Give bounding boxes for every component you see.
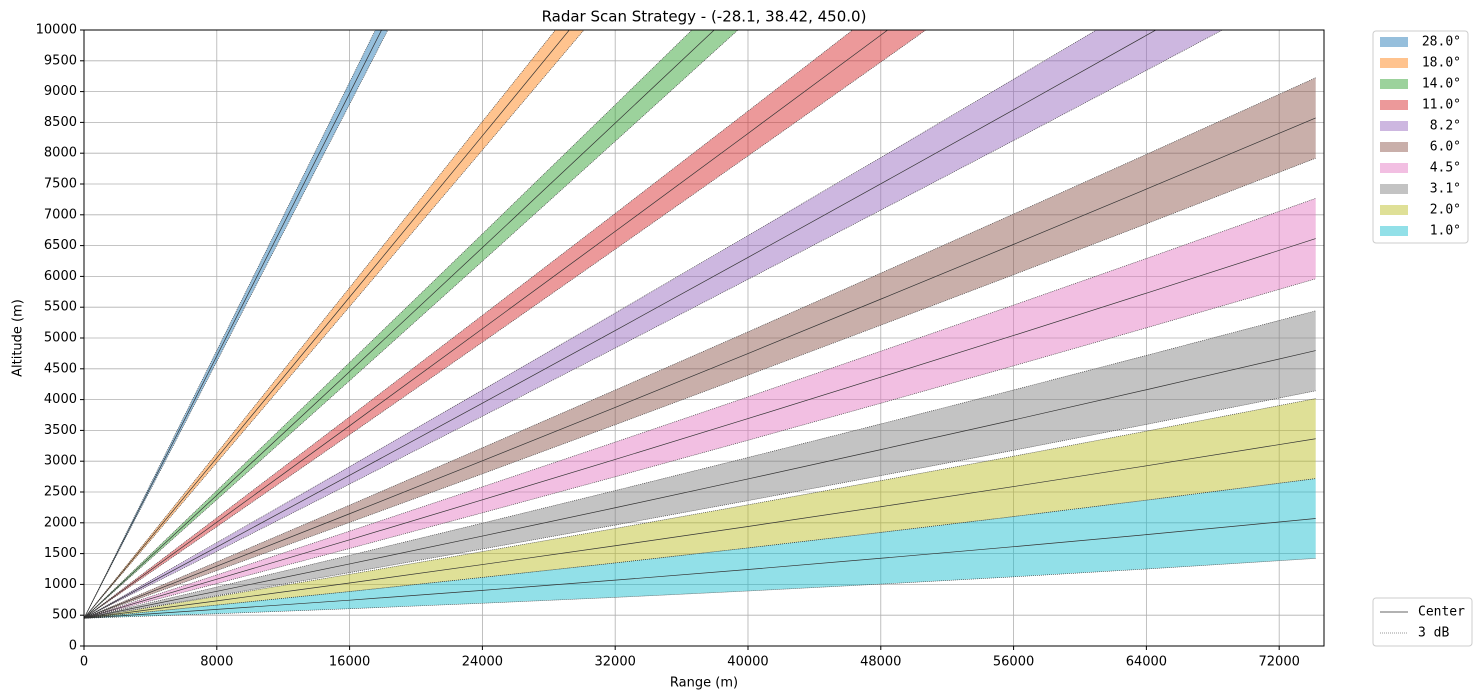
- beam-3db-lower: [84, 30, 1223, 619]
- legend-label: 11.0°: [1422, 98, 1461, 113]
- beam-3db-upper: [84, 30, 556, 619]
- beam-center: [84, 438, 1316, 619]
- x-tick-label: 16000: [329, 655, 370, 670]
- beam-3db-lower: [84, 30, 927, 619]
- beam-3db-lower: [84, 558, 1316, 619]
- legend-swatch: [1380, 205, 1408, 215]
- y-tick-label: 5000: [44, 331, 77, 346]
- beam-3db-lower: [84, 30, 739, 619]
- x-tick-label: 56000: [993, 655, 1034, 670]
- x-tick-label: 0: [80, 655, 88, 670]
- axes: 0 500 1000 1500 2000 2500 3000 3500 4000 4500 5000…: [36, 23, 1300, 670]
- y-tick-label: 2500: [44, 485, 77, 500]
- y-tick-label: 6500: [44, 238, 77, 253]
- legend-swatch: [1380, 79, 1408, 89]
- beam-center: [84, 30, 1157, 619]
- legend-label: 2.0°: [1430, 203, 1461, 218]
- beam-area: [84, 398, 1316, 619]
- chart-title: Radar Scan Strategy - (-28.1, 38.42, 450…: [542, 8, 867, 26]
- y-tick-label: 0: [69, 639, 77, 654]
- legend-swatch: [1380, 163, 1408, 173]
- legend-box: [1372, 30, 1469, 244]
- beam-center: [84, 30, 570, 619]
- plot-area: [84, 30, 1316, 619]
- legend-label: 14.0°: [1422, 77, 1461, 92]
- beam-area: [84, 30, 1223, 619]
- beam-3db-lower: [84, 157, 1316, 619]
- legend-label: 4.5°: [1430, 161, 1461, 176]
- beam-3db-upper: [84, 77, 1316, 619]
- x-axis-label: Range (m): [670, 676, 738, 691]
- y-tick-label: 3500: [44, 423, 77, 438]
- y-tick-label: 3000: [44, 454, 77, 469]
- beam-center: [84, 30, 715, 619]
- y-tick-label: 500: [52, 608, 77, 623]
- beam-center: [84, 238, 1316, 619]
- legend-swatch: [1380, 121, 1408, 131]
- beam-center: [84, 30, 889, 619]
- beam-3db-upper: [84, 30, 854, 619]
- x-tick-label: 40000: [727, 655, 768, 670]
- y-tick-label: 6000: [44, 269, 77, 284]
- y-axis-label: Altitude (m): [11, 299, 26, 377]
- y-tick-label: 4000: [44, 392, 77, 407]
- y-tick-label: 8500: [44, 115, 77, 130]
- beam-center: [84, 350, 1316, 619]
- legend-swatch: [1380, 58, 1408, 68]
- x-tick-label: 48000: [860, 655, 901, 670]
- y-tick-label: 10000: [36, 23, 77, 38]
- x-tick-label: 8000: [200, 655, 233, 670]
- beam-area: [84, 30, 926, 619]
- legend-swatch: [1380, 100, 1408, 110]
- beam-3db-lower: [84, 30, 389, 619]
- legend-label: 18.0°: [1422, 56, 1461, 71]
- y-tick-label: 1000: [44, 577, 77, 592]
- beam-3db-upper: [84, 398, 1316, 619]
- legend-label: 1.0°: [1430, 224, 1461, 239]
- y-tick-label: 5500: [44, 300, 77, 315]
- y-tick-label: 1500: [44, 546, 77, 561]
- legend-label: 3.1°: [1430, 182, 1461, 197]
- legend-label: 3 dB: [1418, 626, 1449, 641]
- line-legend-box: [1372, 597, 1473, 647]
- x-tick-label: 64000: [1126, 655, 1167, 670]
- legend-swatch: [1380, 226, 1408, 236]
- beam-center: [84, 30, 382, 619]
- beam-area: [84, 478, 1316, 619]
- x-tick-label: 72000: [1259, 655, 1300, 670]
- legend: 28.0° 18.0° 14.0° 11.0° 8.2° 6.0° 4.5° 3.1° 2.0°…: [1380, 35, 1465, 641]
- y-tick-label: 9500: [44, 53, 77, 68]
- legend-swatch: [1380, 37, 1408, 47]
- legend-swatch: [1380, 184, 1408, 194]
- beam-3db-lower: [84, 278, 1316, 619]
- beam-center: [84, 117, 1316, 619]
- beam-3db-upper: [84, 310, 1316, 619]
- beam-area: [84, 30, 584, 619]
- y-tick-label: 9000: [44, 84, 77, 99]
- grid: [83, 29, 1324, 647]
- beam-center: [84, 518, 1316, 619]
- beam-3db-upper: [84, 30, 1097, 619]
- beam-3db-lower: [84, 30, 585, 619]
- legend-label: 28.0°: [1422, 35, 1461, 50]
- legend-label: Center: [1418, 605, 1465, 620]
- beam-3db-lower: [84, 390, 1316, 619]
- y-tick-label: 8000: [44, 146, 77, 161]
- legend-swatch: [1380, 142, 1408, 152]
- y-tick-label: 7000: [44, 207, 77, 222]
- legend-label: 8.2°: [1430, 119, 1461, 134]
- y-tick-label: 2000: [44, 515, 77, 530]
- beam-3db-upper: [84, 30, 376, 619]
- beam-area: [84, 30, 738, 619]
- y-tick-label: 7500: [44, 177, 77, 192]
- x-tick-label: 24000: [462, 655, 503, 670]
- legend-label: 6.0°: [1430, 140, 1461, 155]
- x-tick-label: 32000: [595, 655, 636, 670]
- beam-3db-upper: [84, 478, 1316, 619]
- y-tick-label: 4500: [44, 361, 77, 376]
